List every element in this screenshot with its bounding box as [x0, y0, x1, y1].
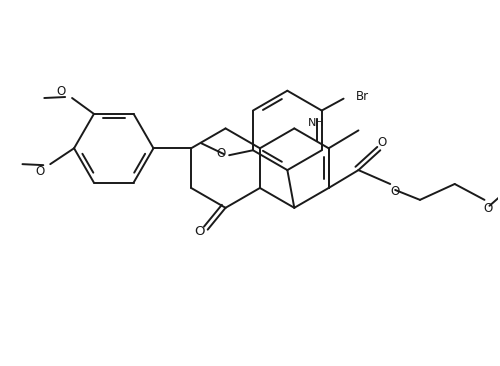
Text: O: O [194, 225, 205, 238]
Text: NH: NH [308, 119, 325, 128]
Text: O: O [216, 147, 225, 160]
Text: O: O [35, 165, 44, 178]
Text: O: O [484, 202, 493, 215]
Text: Br: Br [356, 90, 368, 103]
Text: O: O [390, 186, 400, 198]
Text: O: O [378, 136, 387, 149]
Text: O: O [57, 85, 66, 98]
